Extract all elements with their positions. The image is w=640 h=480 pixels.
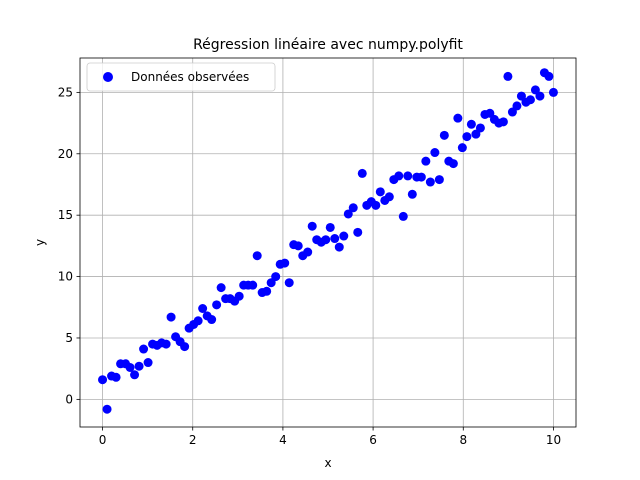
data-point	[293, 241, 303, 251]
data-point	[248, 280, 258, 290]
data-point	[407, 189, 417, 199]
data-point	[434, 175, 444, 185]
x-tick-label: 6	[369, 433, 377, 447]
data-point	[462, 132, 472, 142]
y-tick-label: 10	[58, 270, 73, 284]
y-axis-label: y	[33, 239, 47, 246]
data-point	[439, 130, 449, 140]
legend-marker	[103, 72, 113, 82]
data-point	[544, 71, 554, 81]
grid	[80, 58, 576, 427]
data-point	[421, 156, 431, 166]
data-point	[339, 231, 349, 241]
data-point	[180, 342, 190, 352]
data-point	[139, 344, 149, 354]
data-point	[503, 71, 513, 81]
x-tick-label: 0	[99, 433, 107, 447]
data-point	[262, 286, 272, 296]
data-point	[475, 123, 485, 133]
data-point	[525, 95, 535, 105]
data-point	[130, 370, 140, 380]
data-point	[416, 172, 426, 182]
data-point	[252, 251, 262, 261]
data-point	[280, 258, 290, 268]
data-point	[348, 203, 358, 213]
data-point	[371, 200, 381, 210]
data-point	[425, 177, 435, 187]
data-point	[398, 211, 408, 221]
data-point	[457, 143, 467, 153]
data-point	[166, 312, 176, 322]
data-point	[98, 375, 108, 385]
x-tick-label: 10	[546, 433, 561, 447]
data-point	[357, 168, 367, 178]
y-tick-label: 0	[65, 392, 73, 406]
x-tick-label: 2	[189, 433, 197, 447]
data-point	[375, 187, 385, 197]
y-axis-ticks: 0 5 10 15 20 25	[58, 85, 80, 406]
data-point	[102, 404, 112, 414]
legend: Données observées	[86, 62, 276, 92]
data-point	[403, 171, 413, 181]
data-point	[448, 159, 458, 169]
data-point	[325, 222, 335, 232]
data-point	[125, 362, 135, 372]
data-point	[466, 119, 476, 129]
data-point	[303, 247, 313, 257]
plot-frame	[79, 57, 577, 428]
data-point	[394, 171, 404, 181]
x-tick-label: 8	[459, 433, 467, 447]
x-axis-ticks: 0 2 4 6 8 10	[99, 427, 561, 447]
x-tick-label: 4	[279, 433, 287, 447]
y-tick-label: 15	[58, 208, 73, 222]
data-point	[384, 192, 394, 202]
data-point	[430, 148, 440, 158]
data-point	[330, 234, 340, 244]
data-point	[234, 291, 244, 301]
data-point	[343, 209, 353, 219]
x-axis-label: x	[324, 456, 331, 470]
data-point	[198, 304, 208, 314]
data-point	[498, 117, 508, 127]
legend-box	[86, 62, 276, 92]
y-tick-label: 5	[65, 331, 73, 345]
data-point	[453, 113, 463, 123]
data-point	[548, 87, 558, 97]
data-point	[216, 283, 226, 293]
data-point	[134, 361, 144, 371]
data-point	[161, 339, 171, 349]
chart-title: Régression linéaire avec numpy.polyfit	[193, 37, 463, 53]
data-point	[207, 315, 217, 325]
data-point	[271, 272, 281, 282]
data-point	[212, 300, 222, 310]
data-point	[353, 227, 363, 237]
y-tick-label: 25	[58, 85, 73, 99]
data-point	[321, 235, 331, 245]
data-point	[193, 316, 203, 326]
legend-label: Données observées	[131, 70, 249, 84]
data-point	[284, 278, 294, 288]
data-point	[535, 91, 545, 101]
data-points	[98, 68, 558, 414]
data-point	[143, 358, 153, 368]
y-tick-label: 20	[58, 147, 73, 161]
data-point	[512, 101, 522, 111]
data-point	[334, 242, 344, 252]
data-point	[307, 221, 317, 231]
data-point	[111, 372, 121, 382]
